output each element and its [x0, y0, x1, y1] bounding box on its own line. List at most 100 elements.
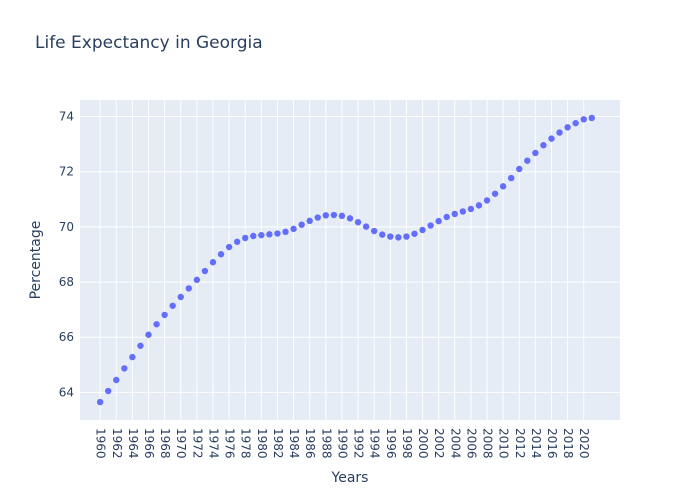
x-axis-title: Years [331, 470, 369, 486]
data-point [153, 321, 160, 328]
x-tick-label: 2006 [464, 428, 478, 459]
x-tick-label: 2000 [416, 428, 430, 459]
data-point [507, 174, 515, 182]
data-point [540, 142, 547, 149]
x-tick-label: 2010 [497, 428, 511, 459]
y-axis-title: Percentage [28, 221, 44, 300]
y-tick-label: 74 [59, 110, 74, 124]
x-tick-labels: 1960 1962 1964 1966 1968 1970 1972 1974 1976 1978… [94, 428, 592, 459]
x-tick-label: 1964 [126, 428, 140, 459]
data-point [129, 353, 136, 361]
data-point [354, 219, 362, 226]
data-point [209, 259, 217, 266]
y-tick-labels: 64 66 68 70 72 74 [59, 110, 74, 400]
data-point [298, 221, 305, 228]
data-point [121, 365, 128, 372]
data-point [193, 276, 201, 284]
data-point [274, 230, 281, 237]
y-gridlines [80, 116, 620, 393]
x-tick-label: 2016 [545, 428, 559, 459]
x-tick-label: 2020 [577, 428, 591, 459]
data-point [451, 210, 458, 218]
x-tick-label: 2008 [481, 428, 495, 459]
data-points [96, 114, 595, 406]
data-point [459, 208, 467, 215]
data-point [201, 267, 209, 275]
data-point [282, 228, 289, 236]
data-point [250, 232, 257, 240]
data-point [258, 231, 265, 239]
data-point [580, 116, 587, 123]
data-point [588, 114, 595, 122]
data-point [185, 285, 193, 292]
data-point [96, 398, 104, 406]
data-point [548, 135, 555, 142]
x-tick-label: 1984 [287, 428, 301, 459]
x-tick-label: 1970 [174, 428, 188, 459]
data-point [370, 227, 378, 235]
x-tick-label: 1996 [384, 428, 398, 459]
chart-title: Life Expectancy in Georgia [35, 33, 263, 53]
data-point [169, 302, 176, 309]
x-tick-label: 1994 [368, 428, 382, 459]
x-tick-label: 1980 [255, 428, 269, 459]
x-tick-label: 1982 [271, 428, 285, 459]
data-point [483, 197, 491, 204]
data-point [491, 190, 499, 197]
x-tick-label: 1988 [319, 428, 333, 459]
x-tick-label: 2004 [448, 428, 462, 459]
x-tick-label: 2014 [529, 428, 543, 459]
x-gridlines [99, 100, 585, 420]
data-point [145, 331, 152, 338]
data-point [572, 119, 579, 127]
x-tick-label: 1986 [303, 428, 317, 459]
y-tick-label: 68 [59, 275, 74, 289]
x-tick-label: 1974 [206, 428, 220, 459]
data-point [105, 387, 112, 395]
x-tick-label: 1998 [400, 428, 414, 459]
data-point [266, 231, 273, 238]
x-tick-label: 1972 [190, 428, 204, 459]
x-tick-label: 1968 [158, 428, 172, 459]
data-point [467, 205, 475, 213]
data-point [322, 212, 330, 219]
data-point [330, 211, 338, 219]
data-point [475, 202, 483, 209]
data-point [499, 183, 507, 190]
data-point [516, 165, 523, 173]
plot-area [80, 100, 620, 420]
data-point [306, 217, 313, 225]
x-tick-label: 1978 [239, 428, 253, 459]
data-point [532, 149, 539, 157]
data-point [161, 311, 168, 319]
data-point [379, 231, 386, 238]
x-tick-label: 2012 [513, 428, 527, 459]
data-point [395, 234, 402, 241]
data-point [411, 230, 418, 237]
y-tick-label: 66 [59, 330, 74, 344]
data-point [443, 213, 450, 221]
data-point [435, 217, 442, 225]
y-tick-label: 70 [59, 220, 74, 234]
data-point [427, 222, 434, 229]
data-point [314, 214, 321, 221]
x-tick-label: 2018 [561, 428, 575, 459]
data-point [137, 342, 144, 349]
y-tick-label: 72 [59, 165, 74, 179]
data-point [338, 212, 346, 220]
data-point [346, 215, 354, 222]
data-point [564, 124, 571, 131]
x-tick-label: 1990 [335, 428, 349, 459]
data-point [524, 157, 531, 164]
x-tick-label: 1992 [352, 428, 366, 459]
x-tick-label: 2002 [432, 428, 446, 459]
data-point [362, 223, 370, 230]
x-tick-label: 1960 [94, 428, 108, 459]
data-point [177, 293, 184, 301]
x-tick-label: 1976 [223, 428, 237, 459]
x-tick-label: 1966 [142, 428, 156, 459]
data-point [290, 225, 297, 233]
x-tick-label: 1962 [110, 428, 124, 459]
data-point [233, 238, 241, 245]
